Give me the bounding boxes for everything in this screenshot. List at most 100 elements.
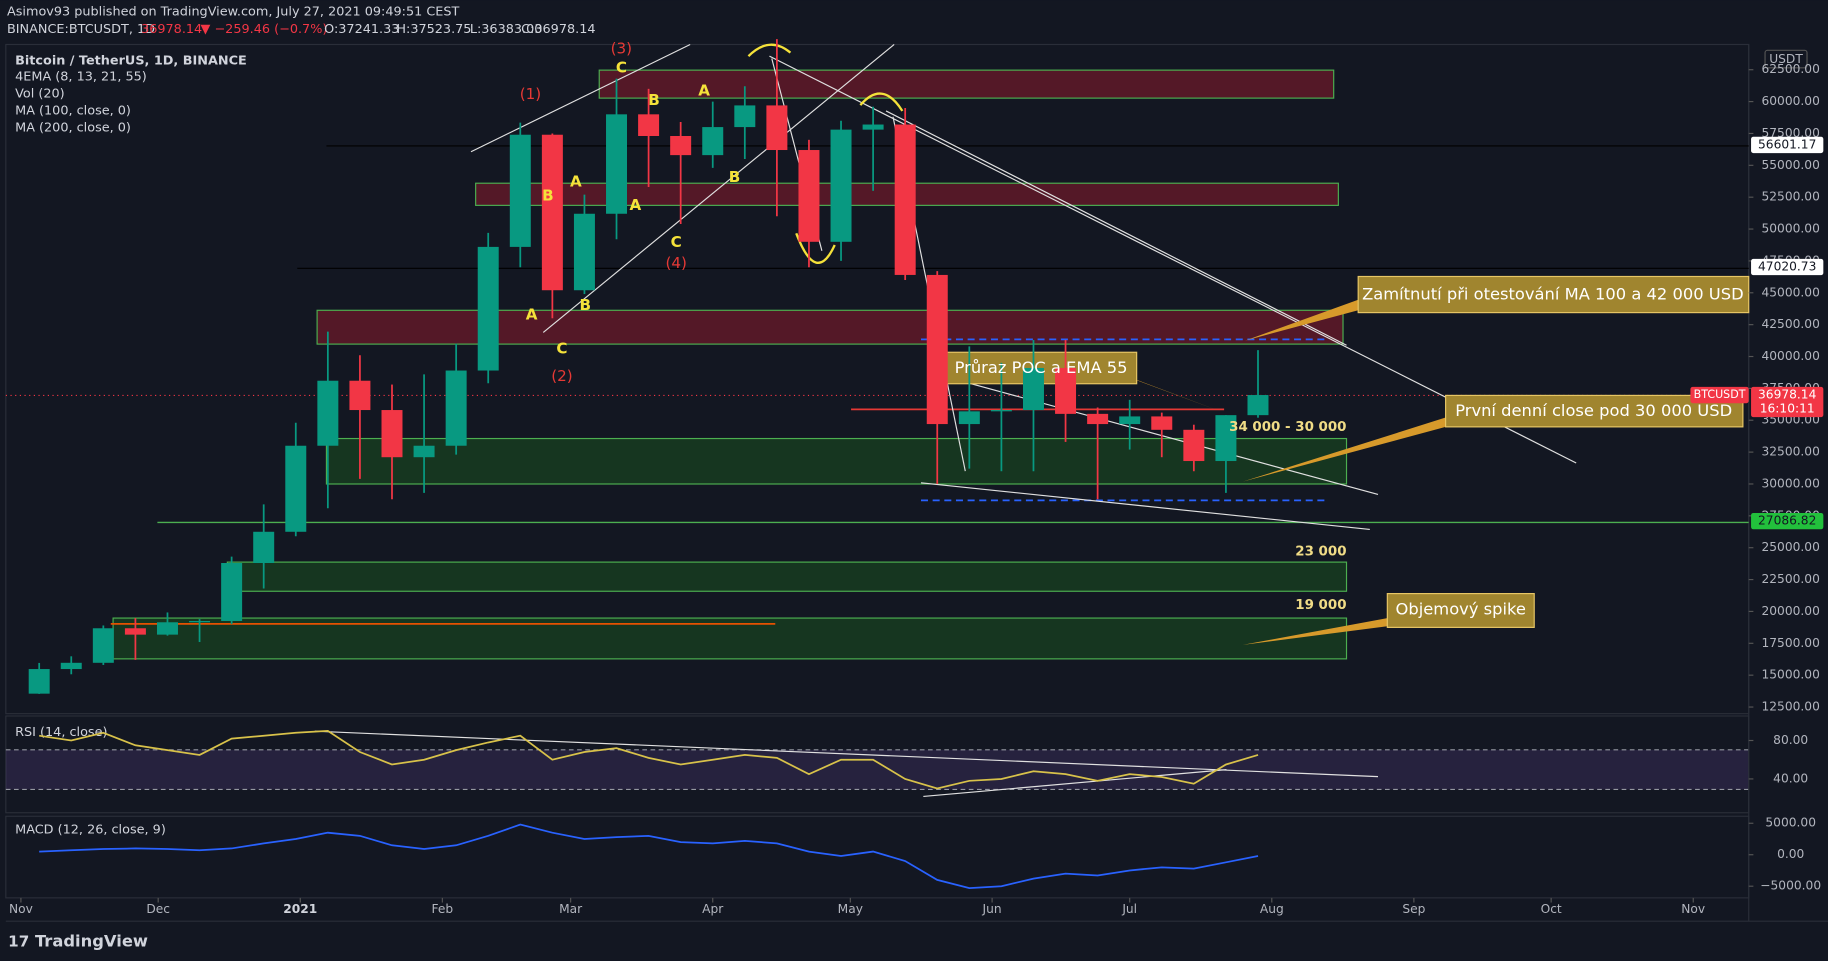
price-tag	[1751, 386, 1824, 418]
macd-title: MACD (12, 26, close, 9)	[15, 823, 166, 838]
callout-box	[1386, 593, 1535, 628]
y-tick-label: 30000.00	[1761, 476, 1819, 490]
series-legend: Bitcoin / TetherUS, 1D, BINANCE	[15, 53, 247, 68]
wave-label: C	[556, 339, 567, 357]
callout-box	[1357, 275, 1750, 314]
currency: USDT	[1769, 52, 1803, 66]
candle-body	[1151, 416, 1173, 430]
price-tag	[1751, 258, 1824, 276]
candle-body	[1087, 413, 1109, 425]
candle-body	[798, 150, 820, 242]
rsi-trend-line	[314, 730, 1379, 778]
wave-label: A	[630, 196, 642, 214]
indicator-line	[39, 730, 1259, 790]
y-tick-label: 20000.00	[1761, 604, 1819, 618]
x-tick-label: Feb	[432, 902, 454, 916]
rsi-band	[5, 749, 1749, 790]
callout-arrow	[1242, 618, 1388, 645]
y-tick-label: 52500.00	[1761, 190, 1819, 204]
candle-body	[1183, 429, 1205, 462]
candle-body	[573, 213, 595, 291]
y-tick-label: 60000.00	[1761, 94, 1819, 108]
price-change: ▼ −259.46 (−0.7%)	[201, 22, 328, 37]
candle-body	[926, 274, 948, 425]
wave-label: B	[542, 187, 554, 205]
y-tick-label: 32500.00	[1761, 445, 1819, 459]
callout-arrow	[1242, 417, 1446, 482]
x-tick-label: Nov	[1681, 902, 1705, 916]
countdown: 16:10:11	[1760, 402, 1815, 416]
indicator-legend: Vol (20)	[15, 87, 65, 102]
candle-body	[670, 136, 692, 156]
trend-line	[470, 43, 691, 153]
candle-body	[734, 105, 756, 128]
wave-label: (3)	[611, 40, 632, 58]
candle-body	[253, 531, 275, 564]
x-tick-label: Apr	[702, 902, 724, 916]
candle-body	[509, 134, 531, 247]
x-tick-label: Nov	[9, 902, 33, 916]
support-zone	[112, 617, 1348, 660]
y-tick-label: 5000.00	[1765, 816, 1816, 830]
candles	[28, 39, 1269, 694]
rsi-pane	[5, 715, 1750, 814]
callout-text: První denní close pod 30 000 USD	[1455, 401, 1732, 420]
drawings	[5, 43, 1749, 798]
highlight-arc	[795, 232, 836, 264]
indicator-legend: MA (200, close, 0)	[15, 120, 131, 135]
y-tick-label: 57500.00	[1761, 126, 1819, 140]
y-tick-label: 50000.00	[1761, 222, 1819, 236]
wave-label: (1)	[520, 85, 541, 103]
price-tag-label: 56601.17	[1758, 137, 1816, 151]
currency-box	[1764, 49, 1808, 69]
wave-label: B	[729, 168, 741, 186]
logo: 17	[8, 933, 29, 951]
candle-body	[702, 127, 724, 156]
candle-body	[285, 445, 307, 532]
x-tick-label: May	[838, 902, 863, 916]
last-price: 36978.14	[141, 22, 202, 37]
candle-body	[381, 410, 403, 458]
x-tick-label: Jul	[1121, 902, 1137, 916]
zone-label: 23 000	[1295, 545, 1346, 560]
candle-body	[124, 628, 146, 635]
y-tick-label: 0.00	[1777, 847, 1804, 861]
trend-line	[932, 372, 1379, 496]
x-tick-label: Mar	[559, 902, 583, 916]
callout-text: Průraz POC a EMA 55	[955, 358, 1128, 377]
candle-body	[92, 628, 114, 663]
x-tick-label: Jun	[982, 902, 1002, 916]
trend-line	[920, 482, 1370, 531]
candle-body	[1055, 367, 1077, 414]
symbol-tag	[1690, 386, 1749, 404]
wave-label: (4)	[665, 254, 686, 272]
candle-body	[221, 563, 243, 621]
highlight-arc	[747, 43, 792, 57]
candle-body	[445, 370, 467, 446]
candle-body	[990, 410, 1012, 412]
y-tick-label: 15000.00	[1761, 668, 1819, 682]
resistance-zone	[598, 69, 1335, 99]
y-tick-label: 22500.00	[1761, 572, 1819, 586]
y-tick-label: 42500.00	[1761, 317, 1819, 331]
callout-text: Zamítnutí při otestování MA 100 a 42 000…	[1362, 285, 1744, 304]
wave-label: C	[616, 58, 627, 76]
wave-label: A	[526, 305, 538, 323]
price-tag-label: 47020.73	[1758, 260, 1816, 274]
price-tag	[1751, 512, 1824, 530]
candle-body	[766, 105, 788, 151]
candle-body	[638, 114, 660, 137]
y-tick-label: 25000.00	[1761, 540, 1819, 554]
candle-body	[606, 114, 628, 214]
trend-line	[885, 110, 1347, 346]
x-tick-label: Aug	[1260, 902, 1284, 916]
indicator-line	[39, 823, 1259, 889]
rsi-trend-line	[923, 769, 1227, 798]
rsi-title: RSI (14, close)	[15, 725, 107, 740]
candle-body	[349, 380, 371, 411]
x-tick-label: Dec	[146, 902, 170, 916]
y-tick-label: 12500.00	[1761, 700, 1819, 714]
candle-body	[1215, 415, 1237, 462]
